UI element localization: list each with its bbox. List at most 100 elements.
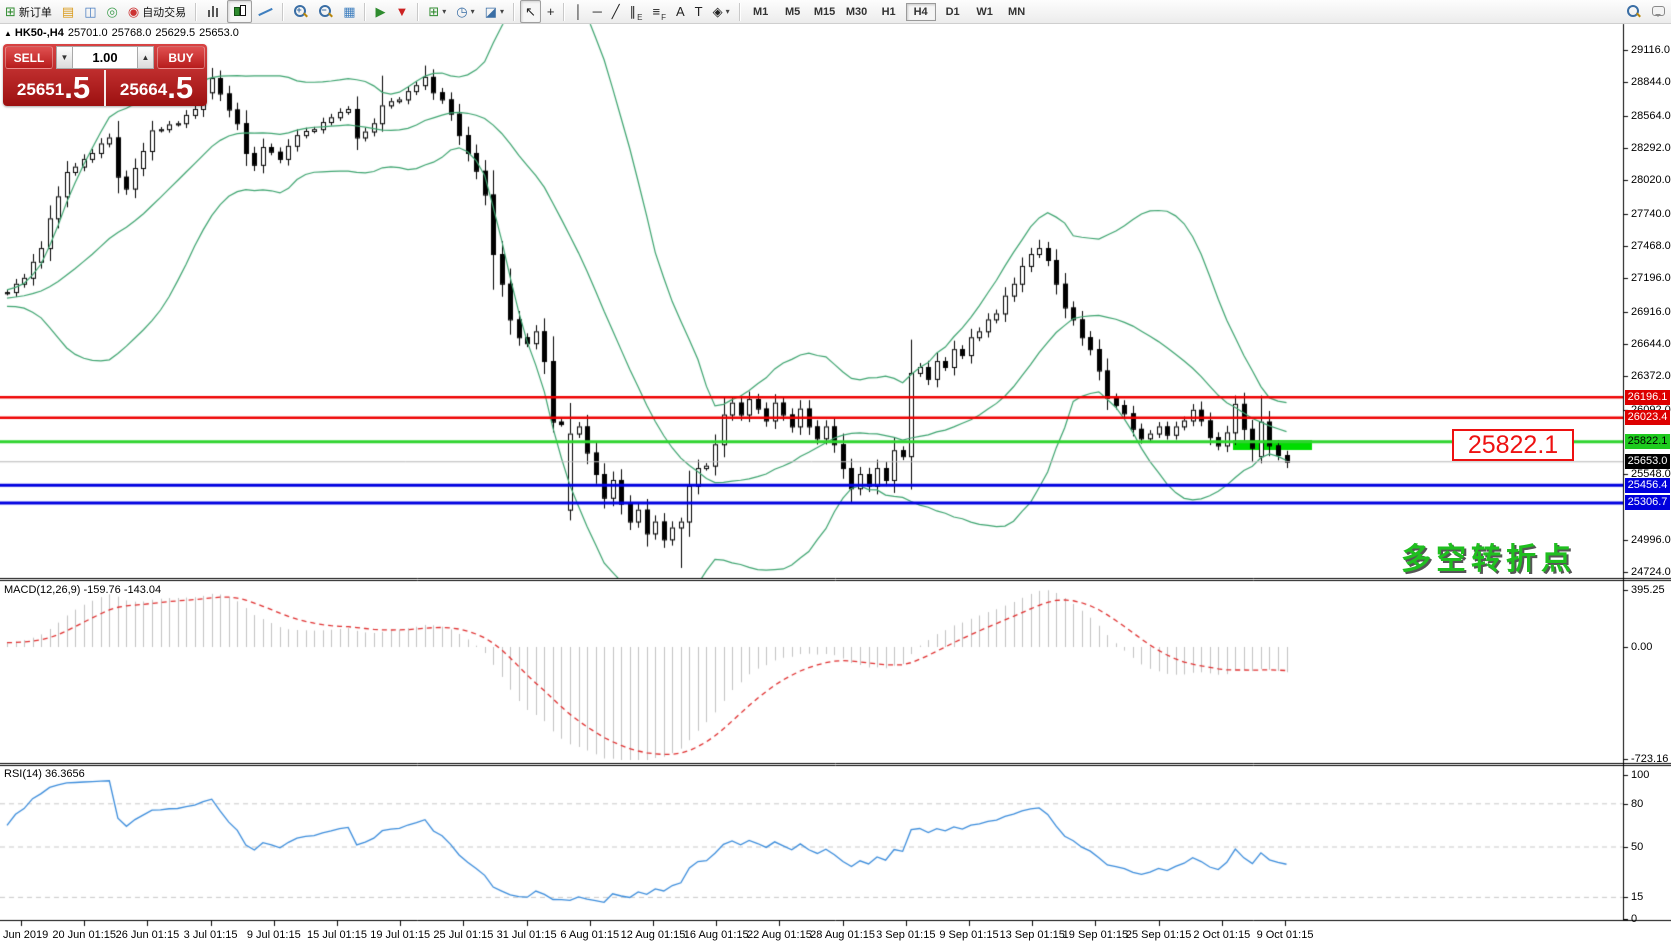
time-axis-label: 31 Jul 01:15 <box>496 929 557 941</box>
timeframe-d1[interactable]: D1 <box>945 5 960 18</box>
trendline-button[interactable]: ╱ <box>608 1 624 22</box>
toolbar-separator <box>364 2 367 21</box>
price-axis-tick: 28020.0 <box>1631 174 1671 187</box>
timeframe-h4[interactable]: H4 <box>905 2 936 21</box>
price-tag-25822.1: 25822.1 <box>1625 434 1670 450</box>
buy-price[interactable]: 25664.5 <box>106 70 207 106</box>
ohlc-high: 25768.0 <box>111 27 152 39</box>
time-axis-label: 19 Sep 01:15 <box>1062 929 1129 941</box>
bar-chart-button[interactable] <box>202 1 225 22</box>
timeframe-w1[interactable]: W1 <box>976 5 993 18</box>
price-axis-tick: 27468.0 <box>1631 239 1671 252</box>
rsi-axis-label: 0 <box>1631 913 1638 925</box>
templates-button[interactable]: ◪ ▾ <box>481 1 508 22</box>
macd-indicator-label: MACD(12,26,9) -159.76 -143.04 <box>4 584 162 596</box>
search-icon <box>1626 4 1641 19</box>
auto-scroll-button[interactable]: ▶ <box>371 1 389 22</box>
signals-button[interactable]: ◎ <box>103 1 122 22</box>
sell-price-fraction: .5 <box>64 70 91 105</box>
time-axis-label: 9 Oct 01:15 <box>1256 929 1314 941</box>
price-axis-tick: 28844.0 <box>1631 76 1671 89</box>
text-button[interactable]: A <box>672 1 689 22</box>
price-axis-tick: 28564.0 <box>1631 109 1671 122</box>
timeframe-m1[interactable]: M1 <box>752 5 769 18</box>
collapse-arrow-icon[interactable]: ▲ <box>4 29 12 38</box>
one-click-trading-panel: SELL ▼ 1.00 ▲ BUY 25651.5 25664.5 <box>3 44 207 106</box>
shapes-button[interactable]: ◈ ▾ <box>709 1 734 22</box>
fibonacci-icon: ≡ <box>652 4 661 19</box>
candlestick-chart-button[interactable] <box>227 0 253 23</box>
auto-scroll-icon: ▶ <box>375 4 386 19</box>
price-axis-tick: 24996.0 <box>1631 533 1671 546</box>
timeframe-m5[interactable]: M5 <box>784 5 801 18</box>
time-axis-label: 16 Aug 01:15 <box>683 929 749 941</box>
text-label-icon: T <box>694 4 703 19</box>
chevron-down-icon: ▾ <box>725 7 730 16</box>
sell-price[interactable]: 25651.5 <box>3 70 104 106</box>
ohlc-low: 25629.5 <box>155 27 196 39</box>
timeframe-mn[interactable]: MN <box>1008 5 1026 18</box>
chat-button[interactable] <box>1647 1 1670 22</box>
navigator-icon: ◫ <box>84 4 97 19</box>
price-tag-25306.7: 25306.7 <box>1625 495 1670 511</box>
time-axis-label: 13 Sep 01:15 <box>999 929 1065 941</box>
timeframe-m15[interactable]: M15 <box>813 5 836 18</box>
rsi-axis-label: 100 <box>1631 769 1650 781</box>
timeframe-h1[interactable]: H1 <box>881 5 896 18</box>
cursor-icon: ↖ <box>524 4 536 19</box>
horizontal-line-button[interactable]: ─ <box>589 1 606 22</box>
indicators-button[interactable]: ⊞ ▾ <box>424 1 450 22</box>
periods-icon: ◷ <box>456 4 468 19</box>
templates-icon: ◪ <box>484 4 497 19</box>
price-tag-25456.4: 25456.4 <box>1625 477 1670 493</box>
market-watch-button[interactable]: ▤ <box>58 1 78 22</box>
text-label-button[interactable]: T <box>691 1 707 22</box>
line-chart-button[interactable] <box>254 1 277 22</box>
chart-shift-button[interactable]: ▼ <box>391 1 412 22</box>
cursor-button[interactable]: ↖ <box>519 0 541 23</box>
time-axis-label: 3 Sep 01:15 <box>876 929 936 941</box>
rsi-value: 36.3656 <box>44 768 85 780</box>
chevron-down-icon: ▾ <box>470 7 475 16</box>
volume-increase-button[interactable]: ▲ <box>137 46 154 69</box>
sell-button[interactable]: SELL <box>5 46 53 69</box>
time-axis-label: 4 Jun 2019 <box>0 929 49 941</box>
time-axis-label: 9 Jul 01:15 <box>246 929 301 941</box>
ohlc-close: 25653.0 <box>199 27 239 39</box>
autotrading-icon: ◉ <box>127 4 140 19</box>
toolbar-separator <box>563 2 566 21</box>
crosshair-button[interactable]: + <box>543 1 559 22</box>
vertical-line-button[interactable]: │ <box>570 1 586 22</box>
time-axis-label: 12 Aug 01:15 <box>620 929 686 941</box>
tile-windows-button[interactable]: ▦ <box>339 1 359 22</box>
new-order-button[interactable]: ⊞ 新订单 <box>1 1 56 22</box>
fibonacci-button[interactable]: ≡ F <box>648 1 669 22</box>
time-axis-label: 26 Jun 01:15 <box>115 929 180 941</box>
icon-subscript: E <box>637 13 643 22</box>
volume-decrease-button[interactable]: ▼ <box>56 46 73 69</box>
equidistant-channel-button[interactable]: ∥ E <box>626 1 647 22</box>
autotrading-button[interactable]: ◉ 自动交易 <box>124 1 190 22</box>
periods-button[interactable]: ◷ ▾ <box>452 1 478 22</box>
navigator-button[interactable]: ◫ <box>80 1 100 22</box>
time-axis-label: 19 Jul 01:15 <box>370 929 431 941</box>
buy-button[interactable]: BUY <box>157 46 205 69</box>
price-tag-26023.4: 26023.4 <box>1625 410 1670 426</box>
price-axis-tick: 26644.0 <box>1631 337 1671 350</box>
zoom-in-button[interactable]: + <box>289 1 312 22</box>
zoom-out-button[interactable]: − <box>314 1 337 22</box>
buy-price-fraction: .5 <box>167 70 194 105</box>
chart-annotation-text: 多空转折点 <box>1401 543 1576 576</box>
price-axis-tick: 28292.0 <box>1631 141 1671 154</box>
volume-input[interactable]: 1.00 <box>73 46 137 69</box>
price-callout-label[interactable]: 25822.1 <box>1452 429 1574 461</box>
price-axis-tick: 25548.0 <box>1631 468 1671 481</box>
market-watch-icon: ▤ <box>61 4 75 19</box>
time-axis-label: 25 Sep 01:15 <box>1125 929 1192 941</box>
timeframe-m30[interactable]: M30 <box>845 5 868 18</box>
line-chart-icon <box>258 4 273 19</box>
search-button[interactable] <box>1622 1 1645 22</box>
buy-price-main: 25664 <box>119 80 168 99</box>
